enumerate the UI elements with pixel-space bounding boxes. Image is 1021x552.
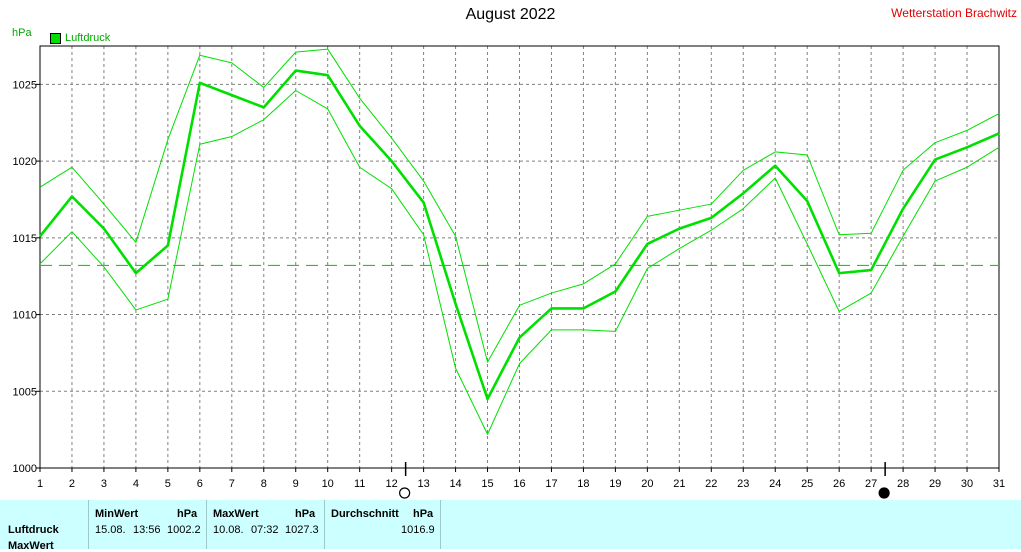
x-tick-label: 1	[37, 478, 43, 490]
x-tick-label: 18	[577, 478, 589, 490]
x-tick-label: 15	[481, 478, 493, 490]
stats-row-label: Luftdruck	[8, 524, 59, 536]
x-tick-label: 23	[737, 478, 749, 490]
chart-title: August 2022	[465, 6, 556, 23]
x-tick-label: 22	[705, 478, 717, 490]
x-tick-label: 13	[417, 478, 429, 490]
y-tick-label: 1020	[13, 156, 37, 168]
stats-end-divider	[440, 500, 441, 549]
stats-max-column: MaxWert hPa 10.08. 07:32 1027.3	[206, 500, 325, 549]
x-tick-label: 20	[641, 478, 653, 490]
series-line-min	[39, 90, 1000, 435]
x-tick-label: 5	[165, 478, 171, 490]
x-tick-label: 21	[673, 478, 685, 490]
x-tick-label: 3	[101, 478, 107, 490]
stats-min-header: MinWert	[95, 508, 139, 520]
x-tick-label: 16	[513, 478, 525, 490]
y-tick-label: 1005	[13, 386, 37, 398]
stats-min-unit: hPa	[177, 508, 198, 520]
x-tick-label: 14	[449, 478, 461, 490]
x-tick-label: 7	[229, 478, 235, 490]
stats-min-value: 1002.2	[167, 524, 201, 536]
y-tick-label: 1015	[13, 233, 37, 245]
stats-avg-header: Durchschnitt	[331, 508, 399, 520]
x-tick-label: 9	[293, 478, 299, 490]
x-tick-label: 27	[865, 478, 877, 490]
stats-max-header: MaxWert	[213, 508, 259, 520]
x-tick-label: 28	[897, 478, 909, 490]
x-tick-label: 12	[386, 478, 398, 490]
x-tick-label: 2	[69, 478, 75, 490]
stats-max-unit: hPa	[295, 508, 316, 520]
y-axis-unit: hPa	[12, 27, 32, 39]
stats-max-value: 1027.3	[285, 524, 319, 536]
x-tick-label: 29	[929, 478, 941, 490]
stats-avg-unit: hPa	[413, 508, 434, 520]
legend-swatch	[50, 32, 61, 44]
x-tick-label: 19	[609, 478, 621, 490]
x-tick-label: 26	[833, 478, 845, 490]
stats-min-date: 15.08.	[95, 524, 126, 536]
series-line-max	[39, 48, 1000, 363]
y-tick-label: 1000	[13, 463, 37, 475]
stats-avg-column: Durchschnitt hPa 1016.9	[324, 500, 441, 549]
stats-min-column: MinWert hPa 15.08. 13:56 1002.2	[88, 500, 207, 549]
stats-max-time: 07:32	[251, 524, 279, 536]
stats-avg-value: 1016.9	[401, 524, 435, 536]
y-tick-label: 1025	[13, 79, 37, 91]
series-line-mean	[38, 69, 1000, 401]
station-name: Wetterstation Brachwitz	[891, 6, 1017, 20]
x-tick-label: 11	[354, 478, 365, 490]
x-tick-label: 10	[322, 478, 334, 490]
x-tick-label: 31	[993, 478, 1005, 490]
pressure-chart: 1 2 3 4 5 6 7 8 9 10 11 12 13 14 15 16 17 18 19 20 21 22 23 24 2…	[13, 45, 1005, 499]
stats-min-time: 13:56	[133, 524, 161, 536]
stats-table: Luftdruck MaxWert MinWert hPa 15.08. 13:…	[0, 500, 1021, 552]
x-tick-label: 30	[961, 478, 973, 490]
y-tick-label: 1010	[13, 310, 37, 322]
x-tick-label: 6	[197, 478, 203, 490]
x-tick-label: 4	[133, 478, 139, 490]
stats-max-date: 10.08.	[213, 524, 244, 536]
legend: Luftdruck	[50, 32, 110, 44]
stats-row-label-2: MaxWert	[8, 540, 54, 552]
x-tick-label: 17	[545, 478, 557, 490]
x-tick-label: 24	[769, 478, 781, 490]
full-moon-icon	[399, 487, 411, 499]
x-tick-label: 25	[801, 478, 813, 490]
legend-label: Luftdruck	[65, 32, 111, 44]
x-tick-label: 8	[261, 478, 267, 490]
new-moon-icon	[878, 487, 890, 499]
